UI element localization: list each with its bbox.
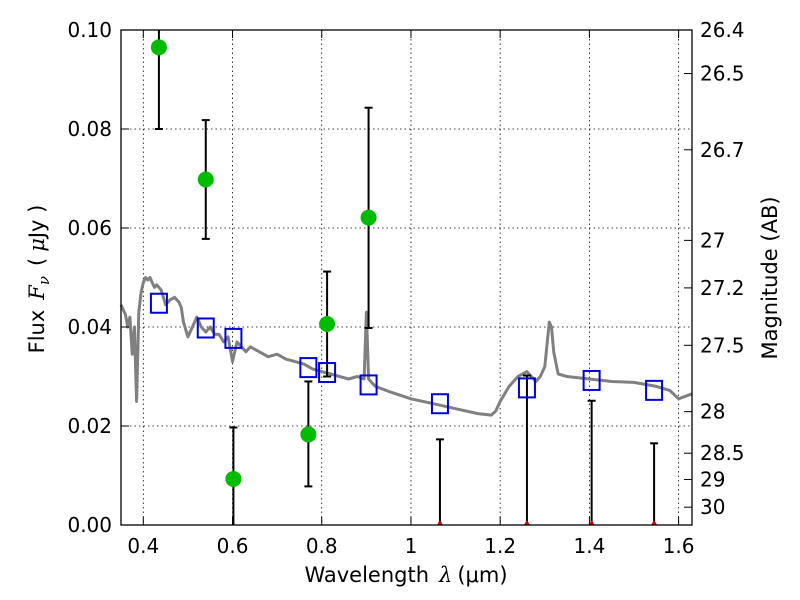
y-tick-label: 0.08 xyxy=(67,117,112,141)
observed-point xyxy=(360,209,377,226)
model-photometry-point xyxy=(645,379,664,401)
mag-tick-label: 29 xyxy=(700,467,725,491)
x-tick-label: 1.2 xyxy=(484,534,516,558)
observed-series xyxy=(150,39,377,487)
model-spectrum-line xyxy=(119,276,693,417)
x-tick-labels: 0.4 0.6 0.8 1 1.2 1.4 1.6 xyxy=(127,534,694,558)
upper-limit-marker xyxy=(523,520,530,525)
y-tick-label: 0.04 xyxy=(67,315,112,339)
model-photometry-point xyxy=(299,357,318,379)
mag-tick-label: 30 xyxy=(700,495,725,519)
upper-limit-marker xyxy=(436,520,443,525)
model-photometry-point xyxy=(224,327,243,349)
mag-tick-label: 26.4 xyxy=(700,18,745,42)
plot-frame xyxy=(120,29,693,526)
y-tick-labels: 0.00 0.02 0.04 0.06 0.08 0.10 xyxy=(67,18,112,537)
x-tick-label: 1 xyxy=(405,534,418,558)
model-spectrum-series xyxy=(119,276,693,417)
y-tick-label: 0.00 xyxy=(67,513,112,537)
model-photometry-point xyxy=(582,369,601,391)
x-axis-title: Wavelength λ (μm) xyxy=(304,563,507,587)
magnitude-tick-labels: 26.4 26.5 26.7 27 27.2 27.5 28 28.529 30 xyxy=(700,18,745,519)
observed-point xyxy=(225,470,242,487)
observed-point xyxy=(150,39,167,56)
model-photometry-point xyxy=(318,362,337,384)
model-photometry-point xyxy=(359,374,378,396)
model-photometry-point xyxy=(196,317,215,339)
observed-point xyxy=(197,171,214,188)
observed-point xyxy=(300,426,317,443)
mag-tick-label: 28.5 xyxy=(700,441,745,465)
y-tick-label: 0.02 xyxy=(67,414,112,438)
upper-limit-marker xyxy=(588,520,595,525)
upper-limit-marker xyxy=(651,520,658,525)
mag-tick-label: 27.2 xyxy=(700,276,745,300)
x-tick-label: 0.8 xyxy=(306,534,338,558)
mag-tick-label: 27.5 xyxy=(700,333,745,357)
axis-ticks xyxy=(121,29,692,526)
y-tick-label: 0.06 xyxy=(67,216,112,240)
x-tick-label: 1.4 xyxy=(573,534,605,558)
y2-axis-title: Magnitude (AB) xyxy=(758,196,782,359)
mag-tick-label: 26.5 xyxy=(700,62,745,86)
mag-tick-label: 28 xyxy=(700,400,725,424)
mag-tick-label: 26.7 xyxy=(700,138,745,162)
x-tick-label: 0.6 xyxy=(217,534,249,558)
mag-tick-label: 27 xyxy=(700,228,725,252)
x-tick-label: 1.6 xyxy=(663,534,695,558)
model-photometry-point xyxy=(517,377,536,399)
x-tick-label: 0.4 xyxy=(127,534,159,558)
upper-limit-series xyxy=(436,520,658,525)
grid xyxy=(121,30,692,525)
errorbar-group xyxy=(154,30,659,525)
model-photometry-series xyxy=(149,292,664,415)
model-photometry-point xyxy=(149,292,168,314)
model-photometry-point xyxy=(430,393,449,415)
y-tick-label: 0.10 xyxy=(67,18,112,42)
y-axis-title: FluxFν(μJy ) xyxy=(25,205,53,354)
observed-point xyxy=(319,316,336,333)
